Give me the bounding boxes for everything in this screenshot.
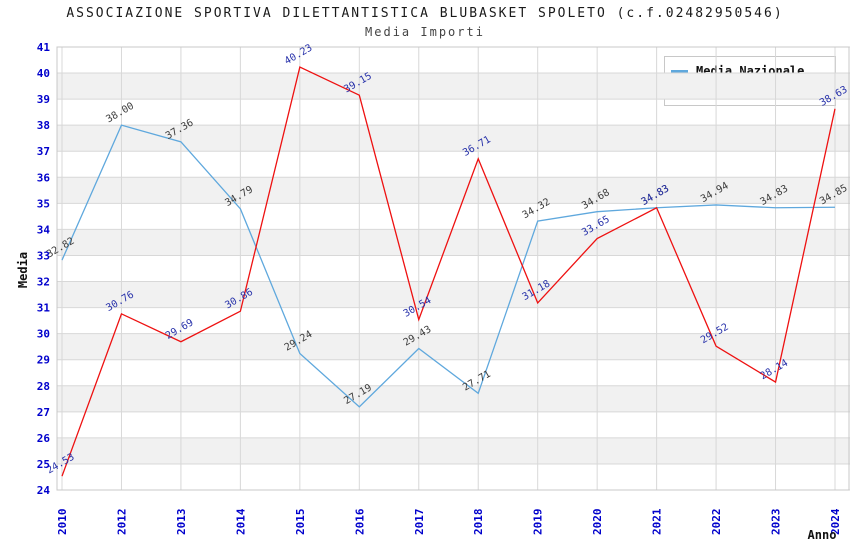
plot-band bbox=[57, 177, 850, 204]
legend-swatch-blue-line-icon bbox=[671, 69, 688, 73]
y-tick-label: 37 bbox=[37, 145, 50, 158]
plot-band bbox=[57, 385, 850, 412]
y-tick-label: 25 bbox=[37, 458, 50, 471]
x-tick-label: 2023 bbox=[770, 509, 783, 536]
y-tick-label: 32 bbox=[37, 276, 50, 289]
y-tick-label: 24 bbox=[37, 484, 51, 497]
data-point-label: 40.23 bbox=[283, 43, 315, 68]
y-tick-label: 39 bbox=[37, 93, 50, 106]
plot-band bbox=[57, 125, 850, 152]
x-tick-label: 2021 bbox=[651, 508, 664, 535]
series-line-media-ente bbox=[61, 66, 836, 477]
plot-band bbox=[57, 437, 850, 464]
y-tick-label: 26 bbox=[37, 432, 51, 445]
x-tick-label: 2022 bbox=[710, 509, 723, 536]
x-tick-label: 2020 bbox=[591, 509, 604, 536]
y-axis-title: Media bbox=[16, 252, 30, 288]
y-tick-label: 27 bbox=[37, 406, 50, 419]
x-tick-label: 2017 bbox=[413, 509, 426, 536]
y-tick-label: 31 bbox=[37, 302, 51, 315]
y-tick-label: 29 bbox=[37, 354, 50, 367]
y-tick-label: 28 bbox=[37, 380, 50, 393]
data-point-label: 38.00 bbox=[104, 101, 136, 126]
plot-border bbox=[56, 46, 850, 491]
plot-band bbox=[57, 73, 850, 100]
plot-band bbox=[57, 229, 850, 256]
y-tick-label: 38 bbox=[37, 119, 50, 132]
data-point-label: 28.14 bbox=[759, 358, 791, 383]
y-tick-label: 34 bbox=[37, 223, 51, 236]
plot-band bbox=[57, 281, 850, 308]
x-tick-label: 2010 bbox=[56, 509, 69, 536]
y-tick-label: 36 bbox=[37, 171, 51, 184]
y-tick-label: 40 bbox=[37, 67, 50, 80]
chart-subtitle: Media Importi bbox=[365, 25, 485, 39]
y-tick-label: 30 bbox=[37, 328, 50, 341]
chart-title: ASSOCIAZIONE SPORTIVA DILETTANTISTICA BL… bbox=[66, 6, 784, 21]
x-tick-label: 2015 bbox=[294, 509, 307, 536]
x-tick-label: 2018 bbox=[472, 509, 485, 536]
x-tick-label: 2014 bbox=[234, 508, 247, 535]
y-tick-label: 41 bbox=[37, 41, 51, 54]
x-tick-label: 2024 bbox=[829, 508, 842, 535]
x-tick-label: 2016 bbox=[353, 508, 366, 535]
x-tick-label: 2013 bbox=[175, 509, 188, 536]
x-tick-label: 2012 bbox=[115, 509, 128, 536]
y-tick-label: 33 bbox=[37, 249, 50, 262]
x-tick-label: 2019 bbox=[532, 509, 545, 536]
y-tick-label: 35 bbox=[37, 197, 50, 210]
x-axis-title: Anno bbox=[808, 528, 837, 542]
series-line-media-nazionale bbox=[61, 124, 836, 408]
